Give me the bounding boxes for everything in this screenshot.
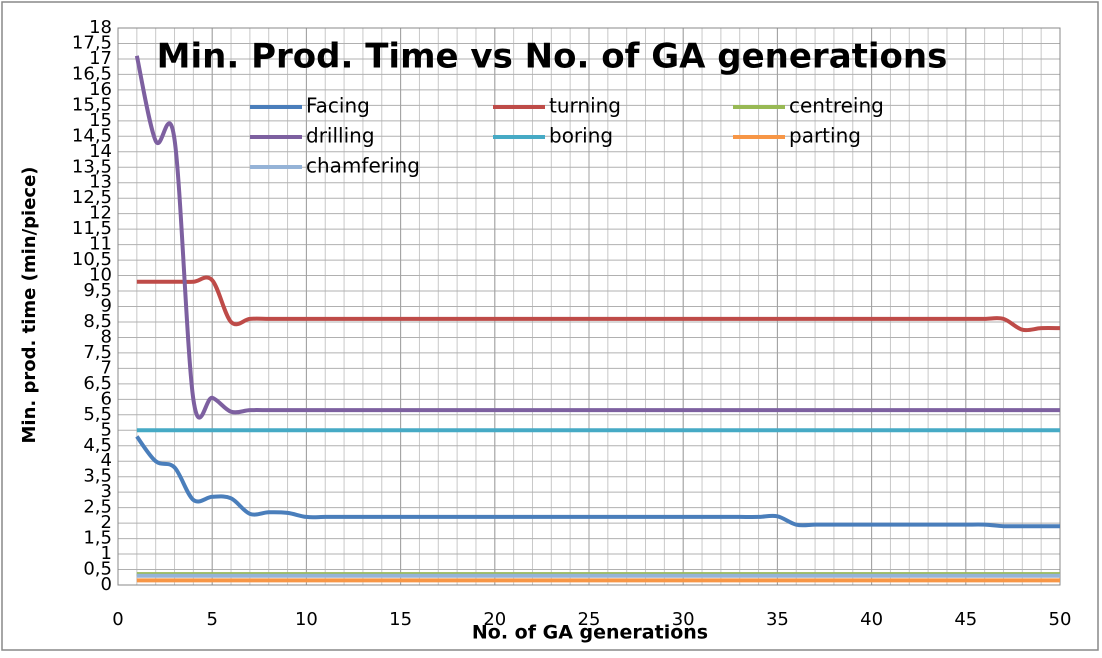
y-tick-label: 9,5 (83, 280, 112, 301)
y-tick-label: 13 (89, 172, 112, 193)
legend-label: chamfering (306, 154, 420, 178)
y-tick-label: 11 (89, 234, 112, 255)
y-tick-label: 17,5 (72, 32, 112, 53)
x-tick-label: 15 (389, 609, 412, 630)
y-tick-label: 12 (89, 203, 112, 224)
series-line (134, 55, 1060, 420)
y-tick-label: 13,5 (72, 156, 112, 177)
y-tick-label: 4,5 (83, 435, 112, 456)
y-tick-label: 6 (101, 388, 112, 409)
x-tick-label: 35 (766, 609, 789, 630)
series-line (135, 435, 1060, 529)
y-tick-label: 7 (101, 357, 112, 378)
plot-lines (134, 55, 1061, 583)
legend-label: centreing (789, 94, 884, 118)
y-tick-label: 3 (101, 481, 112, 502)
y-tick-label: 3,5 (83, 466, 112, 487)
y-tick-label: 1,5 (83, 528, 112, 549)
y-tick-label: 7,5 (83, 342, 112, 363)
legend-label: Facing (306, 94, 370, 118)
x-tick-label: 20 (483, 609, 506, 630)
y-tick-label: 15,5 (72, 94, 112, 115)
y-tick-label: 0,5 (83, 559, 112, 580)
legend-label: drilling (306, 124, 375, 148)
y-tick-label: 9 (101, 296, 112, 317)
x-tick-label: 25 (578, 609, 601, 630)
y-tick-label: 5 (101, 419, 112, 440)
y-tick-label: 14,5 (72, 125, 112, 146)
y-axis-label: Min. prod. time (min/piece) (19, 166, 40, 443)
x-tick-label: 40 (860, 609, 883, 630)
y-tick-label: 6,5 (83, 373, 112, 394)
y-tick-label: 2,5 (83, 497, 112, 518)
x-tick-label: 0 (112, 609, 123, 630)
y-tick-label: 18 (89, 17, 112, 38)
plot-area (117, 27, 1061, 586)
y-tick-label: 12,5 (72, 187, 112, 208)
y-tick-label: 14 (89, 141, 112, 162)
x-tick-label: 45 (954, 609, 977, 630)
x-tick-label: 30 (672, 609, 695, 630)
y-tick-label: 16,5 (72, 63, 112, 84)
x-axis-label: No. of GA generations (472, 622, 708, 644)
y-tick-label: 8,5 (83, 311, 112, 332)
y-tick-label: 4 (101, 450, 112, 471)
y-tick-label: 17 (89, 48, 112, 69)
legend-label: boring (549, 124, 613, 148)
y-tick-label: 0 (101, 574, 112, 595)
legend-label: turning (549, 94, 621, 118)
x-tick-label: 10 (295, 609, 318, 630)
y-tick-label: 10 (89, 265, 112, 286)
chart-title: Min. Prod. Time vs No. of GA generations (157, 37, 948, 77)
y-tick-label: 11,5 (72, 218, 112, 239)
y-tick-label: 2 (101, 512, 112, 533)
y-tick-label: 16 (89, 79, 112, 100)
series-line (136, 275, 1061, 333)
y-tick-label: 10,5 (72, 249, 112, 270)
x-tick-label: 50 (1049, 609, 1072, 630)
y-tick-label: 5,5 (83, 404, 112, 425)
y-tick-label: 8 (101, 326, 112, 347)
legend-label: parting (789, 124, 861, 148)
x-tick-label: 5 (206, 609, 217, 630)
y-tick-label: 1 (101, 543, 112, 564)
y-tick-label: 15 (89, 110, 112, 131)
